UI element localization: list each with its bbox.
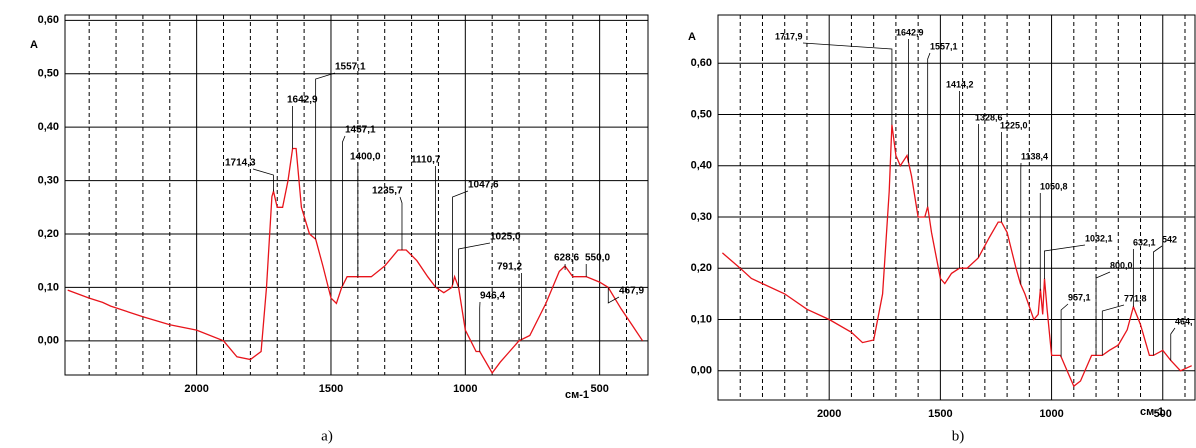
annotation-label: 1642,9 [896,27,924,37]
annotation-leader [1101,304,1125,356]
caption: b) [952,428,965,444]
annotation-label: 1050,8 [1040,181,1068,191]
annotation-label: 771,8 [1124,293,1147,303]
annotation-leader [1170,327,1176,361]
annotation-label: 1025,0 [490,232,521,243]
annotation-leader [452,190,469,285]
annotation-leader [927,52,931,207]
y-tick-label: 0,20 [691,262,712,274]
y-tick-label: 0,00 [691,365,712,377]
spectrum-line [67,147,644,375]
x-tick-label: 1000 [1039,408,1063,420]
annotation-label: 1032,1 [1085,233,1113,243]
y-tick-label: 0,60 [691,57,712,69]
annotation-label: 1225,0 [1000,120,1028,130]
y-axis-label: A [688,31,696,43]
annotation-label: 1714,3 [225,158,256,169]
annotation-label: 464, [1175,316,1193,326]
annotation-label: 467,9 [619,286,644,297]
annotation-label: 1235,7 [372,186,403,197]
y-tick-label: 0,20 [38,228,59,240]
annotation-label: 1047,6 [468,180,499,191]
spectrum-line [721,124,1192,388]
x-tick-label: 1000 [453,383,477,395]
x-axis-label: см-1 [1140,406,1164,418]
annotation-label: 1328,6 [975,112,1003,122]
annotation-leader [1060,303,1069,357]
annotation-leader [252,168,274,192]
y-axis-label: A [30,39,38,51]
annotation-label: 800,0 [1110,260,1133,270]
annotation-leader [802,42,893,125]
x-axis-label: см-1 [565,389,589,401]
annotation-leader [1153,245,1163,356]
annotation-label: 542 [1162,234,1177,244]
annotation-label: 550,0 [585,253,610,264]
annotation-label: 1642,9 [287,95,318,106]
annotation-label: 946,4 [480,291,505,302]
annotation-label: 632,1 [1133,237,1156,247]
annotation-leader [1044,244,1086,279]
y-tick-label: 0,10 [38,281,59,293]
y-tick-label: 0,40 [691,160,712,172]
x-tick-label: 2000 [817,408,841,420]
annotation-label: 1557,1 [930,41,958,51]
y-tick-label: 0,50 [38,68,59,80]
x-tick-label: 2000 [184,383,208,395]
annotation-label: 1400,0 [350,152,381,163]
annotation-label: 1138,4 [1021,151,1048,161]
y-tick-label: 0,30 [691,211,712,223]
annotation-label: 791,2 [497,262,522,273]
y-tick-label: 0,40 [38,121,59,133]
x-tick-label: 1500 [928,408,952,420]
annotation-label: 1557,1 [335,62,366,73]
y-tick-label: 0,00 [38,335,59,347]
annotation-leader [607,287,620,304]
x-tick-label: 500 [590,383,608,395]
plot-frame [64,14,649,376]
annotation-leader [399,196,403,251]
annotation-leader [342,135,346,286]
y-tick-label: 0,60 [38,14,59,26]
y-tick-label: 0,30 [38,174,59,186]
annotation-label: 1110,7 [411,155,441,166]
y-tick-label: 0,50 [691,108,712,120]
x-tick-label: 1500 [319,383,343,395]
annotation-label: 957,1 [1068,292,1091,302]
annotation-label: 1457,1 [345,125,376,136]
plot-frame [717,14,1196,401]
caption: a) [321,428,333,444]
annotation-leader [315,72,336,240]
annotation-label: 1414,2 [946,79,974,89]
x-tick-label: 500 [1154,408,1172,420]
annotation-leader [1095,271,1111,356]
annotation-leader [458,242,491,288]
annotation-label: 1717,9 [775,31,803,41]
y-tick-label: 0,10 [691,313,712,325]
annotation-label: 628,6 [554,253,579,264]
